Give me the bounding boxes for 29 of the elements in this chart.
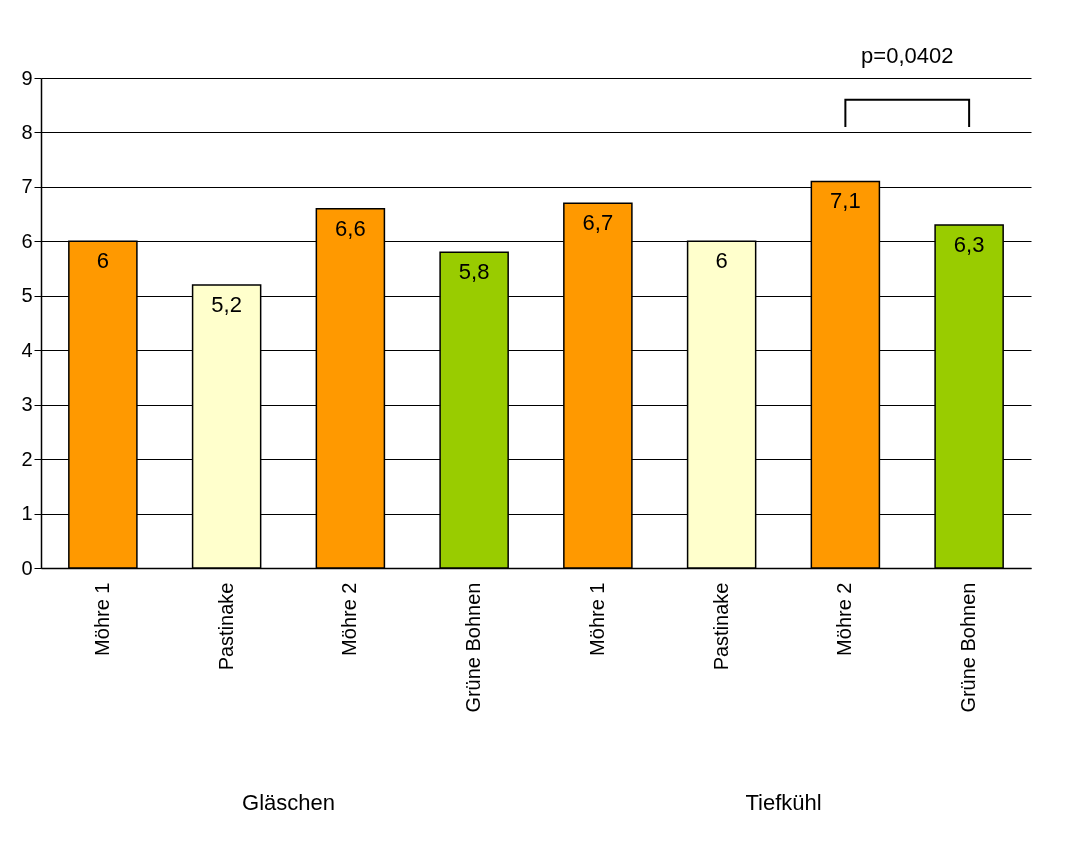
- y-tick-label: 0: [21, 556, 33, 579]
- text: p=0,0402: [861, 43, 954, 68]
- y-tick-label: 7: [21, 175, 33, 198]
- x-tick-label: Möhre 2: [833, 582, 856, 656]
- data-label: 6,3: [953, 232, 985, 257]
- y-tick-label: 4: [21, 338, 33, 361]
- text: Tiefkühl: [745, 790, 822, 815]
- text: Gläschen: [242, 790, 335, 815]
- y-tick-label: 9: [21, 66, 33, 89]
- x-tick-label: Pastinake: [214, 582, 237, 671]
- x-tick-label: Pastinake: [709, 582, 732, 671]
- data-label: 6: [715, 248, 728, 274]
- x-tick-label: Möhre 1: [585, 582, 608, 656]
- data-label: 6,7: [582, 210, 614, 236]
- data-label: 5,8: [458, 259, 490, 285]
- x-tick-label: Grüne Bohnen: [957, 582, 980, 713]
- y-tick-label: 8: [21, 120, 33, 143]
- data-label: 6,6: [335, 215, 366, 241]
- y-tick-label: 6: [21, 229, 33, 252]
- data-label: 5,2: [211, 291, 242, 317]
- y-tick-label: 3: [21, 393, 33, 416]
- data-label: 6: [96, 248, 109, 274]
- y-tick-label: 2: [21, 447, 33, 470]
- x-tick-label: Grüne Bohnen: [462, 582, 485, 713]
- y-tick-label: 5: [21, 284, 33, 307]
- data-label: 7,1: [830, 188, 861, 214]
- y-tick-label: 1: [21, 502, 33, 525]
- x-tick-label: Möhre 1: [90, 582, 113, 656]
- x-tick-label: Möhre 2: [338, 582, 361, 656]
